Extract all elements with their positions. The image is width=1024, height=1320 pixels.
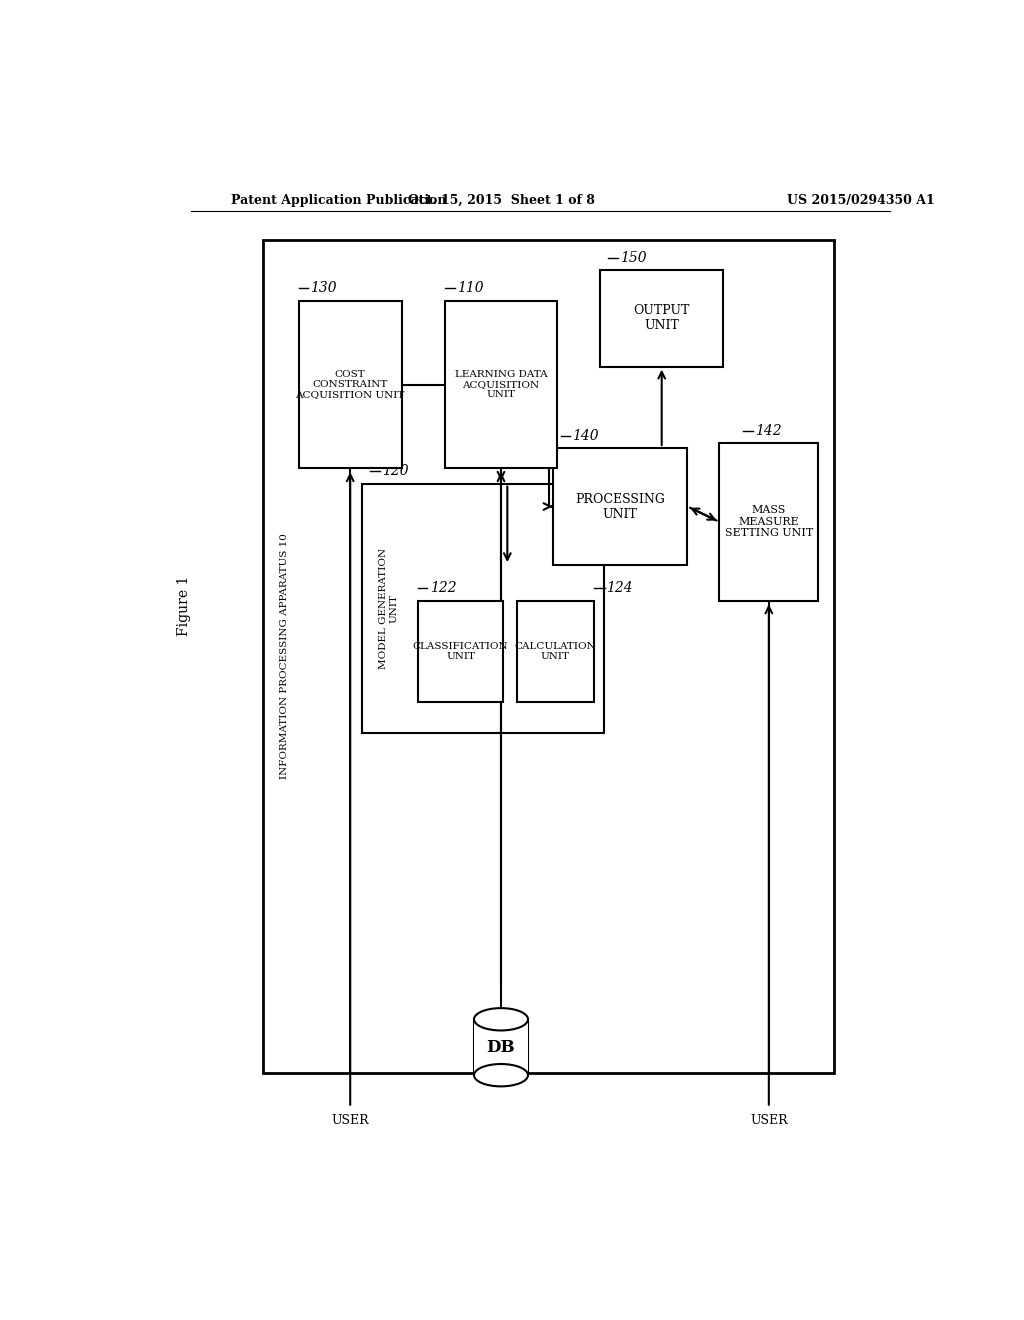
Text: COST
CONSTRAINT
ACQUISITION UNIT: COST CONSTRAINT ACQUISITION UNIT — [296, 370, 404, 400]
Bar — [517, 601, 594, 702]
Text: US 2015/0294350 A1: US 2015/0294350 A1 — [786, 194, 935, 207]
Ellipse shape — [474, 1064, 528, 1086]
Text: Oct. 15, 2015  Sheet 1 of 8: Oct. 15, 2015 Sheet 1 of 8 — [408, 194, 594, 207]
Text: CLASSIFICATION
UNIT: CLASSIFICATION UNIT — [413, 642, 508, 661]
Text: 150: 150 — [620, 251, 647, 265]
Text: MODEL GENERATION
UNIT: MODEL GENERATION UNIT — [379, 548, 398, 669]
Bar — [719, 444, 818, 601]
Text: USER: USER — [750, 1114, 787, 1127]
Text: 120: 120 — [382, 465, 409, 478]
Text: INFORMATION PROCESSING APPARATUS 10: INFORMATION PROCESSING APPARATUS 10 — [281, 533, 290, 779]
Text: 122: 122 — [430, 581, 457, 595]
Bar — [474, 1019, 528, 1076]
Text: 130: 130 — [310, 281, 337, 296]
Text: PROCESSING
UNIT: PROCESSING UNIT — [575, 492, 665, 520]
Bar — [553, 447, 687, 565]
Bar — [445, 301, 557, 469]
Bar — [600, 271, 723, 367]
Bar — [418, 601, 504, 702]
Text: Patent Application Publication: Patent Application Publication — [231, 194, 446, 207]
Ellipse shape — [474, 1008, 528, 1031]
Bar — [362, 483, 604, 733]
Text: 110: 110 — [458, 281, 484, 296]
Text: CALCULATION
UNIT: CALCULATION UNIT — [514, 642, 596, 661]
Text: LEARNING DATA
ACQUISITION
UNIT: LEARNING DATA ACQUISITION UNIT — [455, 370, 547, 400]
Bar — [299, 301, 401, 469]
Text: MASS
MEASURE
SETTING UNIT: MASS MEASURE SETTING UNIT — [725, 506, 813, 539]
Text: USER: USER — [332, 1114, 369, 1127]
Text: 124: 124 — [606, 581, 633, 595]
Text: DB: DB — [486, 1039, 515, 1056]
Text: 140: 140 — [572, 429, 599, 444]
Text: Figure 1: Figure 1 — [176, 576, 190, 636]
Text: OUTPUT
UNIT: OUTPUT UNIT — [634, 305, 690, 333]
Bar — [263, 240, 835, 1073]
Text: 142: 142 — [755, 424, 781, 438]
